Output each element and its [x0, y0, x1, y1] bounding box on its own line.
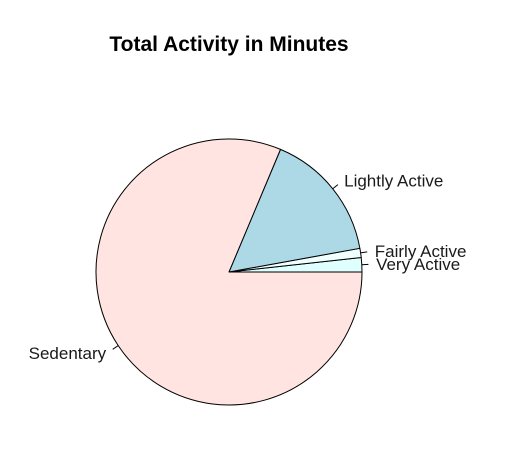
leader-line-fairly-active	[360, 251, 368, 254]
slice-label-fairly-active: Fairly Active	[375, 242, 467, 261]
slice-label-lightly-active: Lightly Active	[344, 171, 443, 190]
slice-label-very-active: Very Active	[376, 255, 460, 274]
pie-slice-sedentary	[95, 138, 363, 406]
label-leader-lines	[112, 184, 369, 350]
leader-line-lightly-active	[332, 184, 339, 190]
pie-slices	[95, 138, 363, 406]
leader-line-sedentary	[112, 345, 119, 350]
chart-title: Total Activity in Minutes	[109, 33, 348, 56]
slice-label-sedentary: Sedentary	[29, 344, 107, 363]
